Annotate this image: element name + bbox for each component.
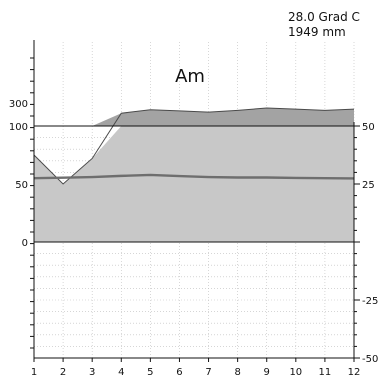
- annotation-temperature: 28.0 Grad C: [288, 10, 360, 24]
- precipitation-areas: [34, 108, 354, 242]
- x-tick-label: 3: [89, 367, 95, 378]
- x-tick-label: 4: [118, 367, 124, 378]
- x-tick-label: 2: [60, 367, 66, 378]
- x-tick-label: 1: [31, 367, 37, 378]
- left-tick-label: 50: [15, 180, 28, 191]
- x-tick-label: 8: [234, 367, 240, 378]
- left-tick-label: 100: [9, 122, 28, 133]
- x-tick-label: 6: [176, 367, 182, 378]
- x-tick-label: 10: [289, 367, 302, 378]
- annotation-precipitation: 1949 mm: [288, 25, 346, 39]
- axes: [30, 40, 360, 362]
- right-tick-label: 25: [362, 180, 375, 191]
- chart-title: Am: [175, 66, 205, 87]
- humid-area: [34, 126, 354, 242]
- precipitation-line: [33, 107, 355, 185]
- right-tick-label: 50: [362, 122, 375, 133]
- left-tick-label: 0: [22, 238, 28, 249]
- x-tick-label: 9: [264, 367, 270, 378]
- right-tick-label: -50: [362, 354, 378, 365]
- x-tick-label: 12: [348, 367, 361, 378]
- x-tick-label: 11: [319, 367, 332, 378]
- right-tick-label: -25: [362, 296, 378, 307]
- left-tick-label: 300: [9, 99, 28, 110]
- perhumid-area: [34, 108, 354, 126]
- x-tick-label: 7: [205, 367, 211, 378]
- temperature-line: [33, 173, 355, 180]
- x-tick-label: 5: [147, 367, 153, 378]
- data-lines: [33, 107, 355, 185]
